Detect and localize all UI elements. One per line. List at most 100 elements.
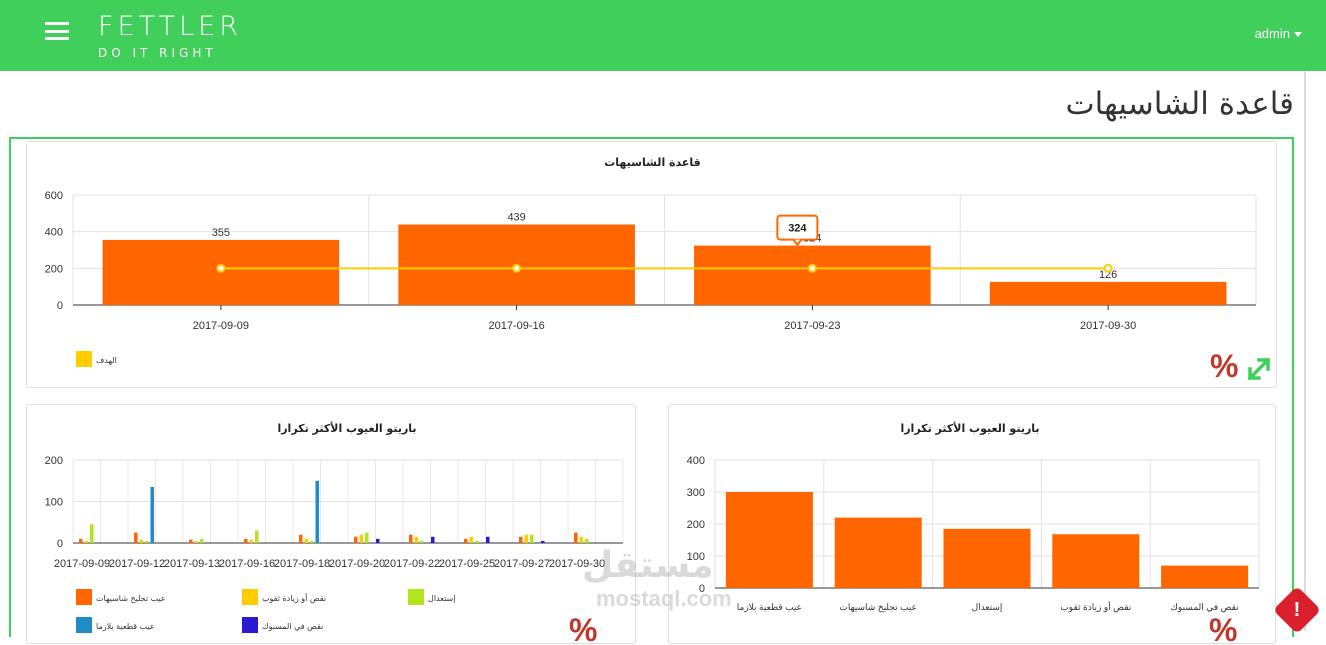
bar xyxy=(464,538,468,543)
bar xyxy=(79,538,83,543)
bar xyxy=(304,538,308,543)
logo-main-text: FETTLER xyxy=(98,11,242,42)
bar xyxy=(834,517,922,588)
y-tick-label: 200 xyxy=(687,519,705,531)
bar xyxy=(1052,534,1140,588)
legend-swatch xyxy=(242,617,258,633)
bar xyxy=(244,538,248,543)
tooltip-arrow xyxy=(792,238,803,247)
bar xyxy=(310,540,314,543)
bar xyxy=(694,245,931,305)
alert-symbol: ! xyxy=(1293,599,1301,621)
y-tick-label: 600 xyxy=(45,190,63,202)
watermark-arabic: مستقل xyxy=(582,545,714,586)
hamburger-icon[interactable] xyxy=(45,22,69,40)
x-tick-label: 2017-09-09 xyxy=(193,320,249,332)
bar xyxy=(519,536,523,543)
x-tick-label: إستعدال xyxy=(972,602,1003,613)
caret-down-icon xyxy=(1294,32,1302,38)
y-tick-label: 200 xyxy=(45,263,63,275)
legend-swatch xyxy=(76,617,92,633)
bar xyxy=(354,536,358,543)
watermark-latin: mostaql.com xyxy=(596,586,732,611)
x-tick-label: 2017-09-27 xyxy=(494,558,550,570)
bar xyxy=(469,536,473,543)
scrollbar-track[interactable] xyxy=(1304,71,1306,631)
x-tick-label: 2017-09-16 xyxy=(219,558,275,570)
x-tick-label: 2017-09-16 xyxy=(488,320,544,332)
target-point xyxy=(512,263,522,273)
bar xyxy=(194,540,198,543)
bar xyxy=(359,534,363,543)
pareto-series-panel: باريتو العيوب الأكثر تكرارا 0 100 200 2017-… xyxy=(26,404,636,645)
percent-icon: % xyxy=(569,612,597,645)
bar xyxy=(989,281,1227,305)
x-tick-label: 2017-09-18 xyxy=(274,558,330,570)
user-name: admin xyxy=(1254,26,1290,41)
expand-icon[interactable] xyxy=(1245,355,1273,383)
bar xyxy=(420,540,424,543)
x-tick-label: 2017-09-13 xyxy=(164,558,220,570)
bar xyxy=(579,536,583,543)
bar xyxy=(574,532,578,543)
target-point xyxy=(807,263,817,273)
legend-label: إستعدال xyxy=(428,594,455,604)
bar xyxy=(431,536,435,543)
chassis-bar-chart: 0 200 400 600 355 2017-09-09 439 2017-09-16 324 2… xyxy=(45,190,1257,367)
legend-label: نقص في المسبوك xyxy=(262,622,323,631)
top-navbar: FETTLER DO IT RIGHT admin xyxy=(0,0,1326,71)
legend-swatch xyxy=(242,589,258,605)
x-tick-label: 2017-09-23 xyxy=(784,320,840,332)
x-tick-label: 2017-09-09 xyxy=(54,558,110,570)
bar xyxy=(1161,565,1249,588)
bar xyxy=(376,538,380,543)
logo[interactable]: FETTLER DO IT RIGHT xyxy=(98,11,242,61)
x-tick-label: عيب تجليخ شاسيهات xyxy=(839,602,917,613)
legend-label: نقص أو زيادة ثقوب xyxy=(262,593,326,603)
x-tick-label: 2017-09-25 xyxy=(439,558,495,570)
bar xyxy=(90,524,94,543)
x-tick-label: نقص في المسبوك xyxy=(1171,602,1239,613)
bar xyxy=(249,539,253,543)
x-tick-label: عيب قطعية بلازما xyxy=(737,602,802,613)
bar xyxy=(299,534,303,543)
y-tick-label: 100 xyxy=(687,551,705,563)
bar xyxy=(541,540,545,543)
chart-title: باريتو العيوب الأكثر تكرارا xyxy=(900,422,1040,435)
chassis-chart-panel: قاعدة الشاسيهات 0 200 400 600 355 2017-09-09 4… xyxy=(26,141,1277,388)
dashboard-frame xyxy=(9,137,1294,637)
target-point xyxy=(216,263,226,273)
user-menu[interactable]: admin xyxy=(1255,26,1302,41)
bar xyxy=(365,532,369,543)
target-point xyxy=(1103,263,1113,273)
bar xyxy=(530,534,534,543)
y-tick-label: 200 xyxy=(45,455,63,467)
y-tick-label: 0 xyxy=(57,538,63,550)
pareto-series-chart: 01002002017-09-092017-09-122017-09-13201… xyxy=(45,455,624,645)
y-tick-label: 400 xyxy=(687,455,705,467)
legend-swatch xyxy=(76,351,92,367)
bar xyxy=(409,534,413,543)
percent-icon: % xyxy=(1209,612,1237,645)
tooltip-text: 324 xyxy=(788,223,807,235)
chart-title: قاعدة الشاسيهات xyxy=(604,156,701,169)
bar xyxy=(486,536,490,543)
exclamation-icon[interactable]: ! xyxy=(1272,585,1322,635)
bar xyxy=(134,532,138,543)
x-tick-label: 2017-09-12 xyxy=(109,558,165,570)
bar xyxy=(84,540,88,543)
y-tick-label: 0 xyxy=(699,583,705,595)
bar xyxy=(200,538,204,543)
pareto-defects-chart: 0 100 200 300 400 عيب قطعية بلازما عيب تجليخ ش… xyxy=(687,455,1260,645)
y-tick-label: 100 xyxy=(45,497,63,509)
legend-swatch xyxy=(408,589,424,605)
pareto-defects-panel: باريتو العيوب الأكثر تكرارا 0 100 200 300 40… xyxy=(668,404,1276,645)
data-label: 126 xyxy=(1099,269,1117,281)
legend-label: عيب قطعية بلازما xyxy=(96,622,155,631)
bar xyxy=(189,539,193,543)
percent-icon[interactable]: % xyxy=(1210,348,1239,384)
bar xyxy=(145,540,149,543)
y-tick-label: 0 xyxy=(57,300,63,312)
page-title: قاعدة الشاسيهات xyxy=(1065,86,1294,122)
x-tick-label: 2017-09-20 xyxy=(329,558,385,570)
